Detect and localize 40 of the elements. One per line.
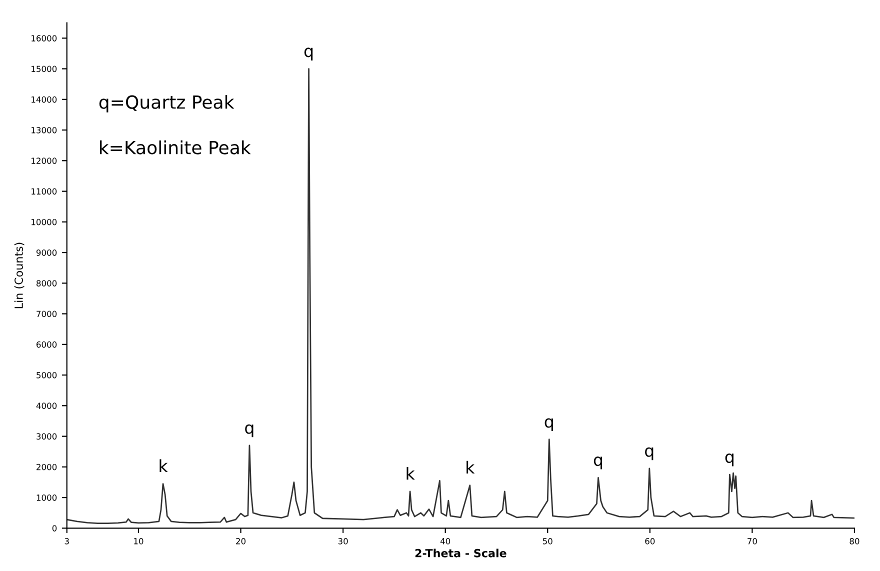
annotation: q [245,424,254,438]
y-tick-label: 10000 [32,218,57,226]
annotation: k [466,460,475,474]
x-tick-label: 20 [236,538,246,544]
y-tick-label: 12000 [32,158,57,164]
y-tick-label: 8000 [36,280,57,286]
annotation: q [645,447,654,460]
x-tick-label: 40 [440,538,450,544]
x-tick-label: 30 [338,538,348,544]
x-tick-label: 3 [64,538,69,544]
annotation: q [544,418,553,432]
x-axis-title: 2-Theta - Scale [415,548,506,558]
annotation: q [594,456,602,470]
y-tick-label: 2000 [36,464,57,470]
y-tick-label: 9000 [36,250,57,256]
y-tick-label: 16000 [32,35,57,42]
y-tick-label: 4000 [36,402,57,409]
y-tick-label: 5000 [36,372,57,378]
y-tick-label: 6000 [36,341,57,348]
y-tick-label: 0 [52,525,57,532]
annotation: q [304,48,313,60]
y-tick-label: 3000 [36,433,57,440]
x-tick-label: 60 [645,538,655,544]
x-tick-label: 50 [542,538,552,544]
y-tick-label: 15000 [32,66,57,72]
y-tick-label: 1000 [36,494,57,501]
y-tick-label: 11000 [32,188,57,195]
annotation: k [160,459,168,472]
y-tick-label: 13000 [32,127,57,134]
y-tick-label: 7000 [36,310,57,318]
x-tick-label: 10 [134,538,144,544]
annotation: q [725,453,734,466]
annotation: k [406,466,415,480]
x-tick-label: 80 [850,538,860,544]
y-tick-label: 14000 [32,96,57,103]
annotation: q=Quartz Peak [99,94,234,112]
line-series [66,68,854,524]
y-axis-title: Lin (Counts) [14,242,24,308]
x-tick-label: 70 [748,538,757,544]
annotation: k=Kaolinite Peak [100,140,251,154]
